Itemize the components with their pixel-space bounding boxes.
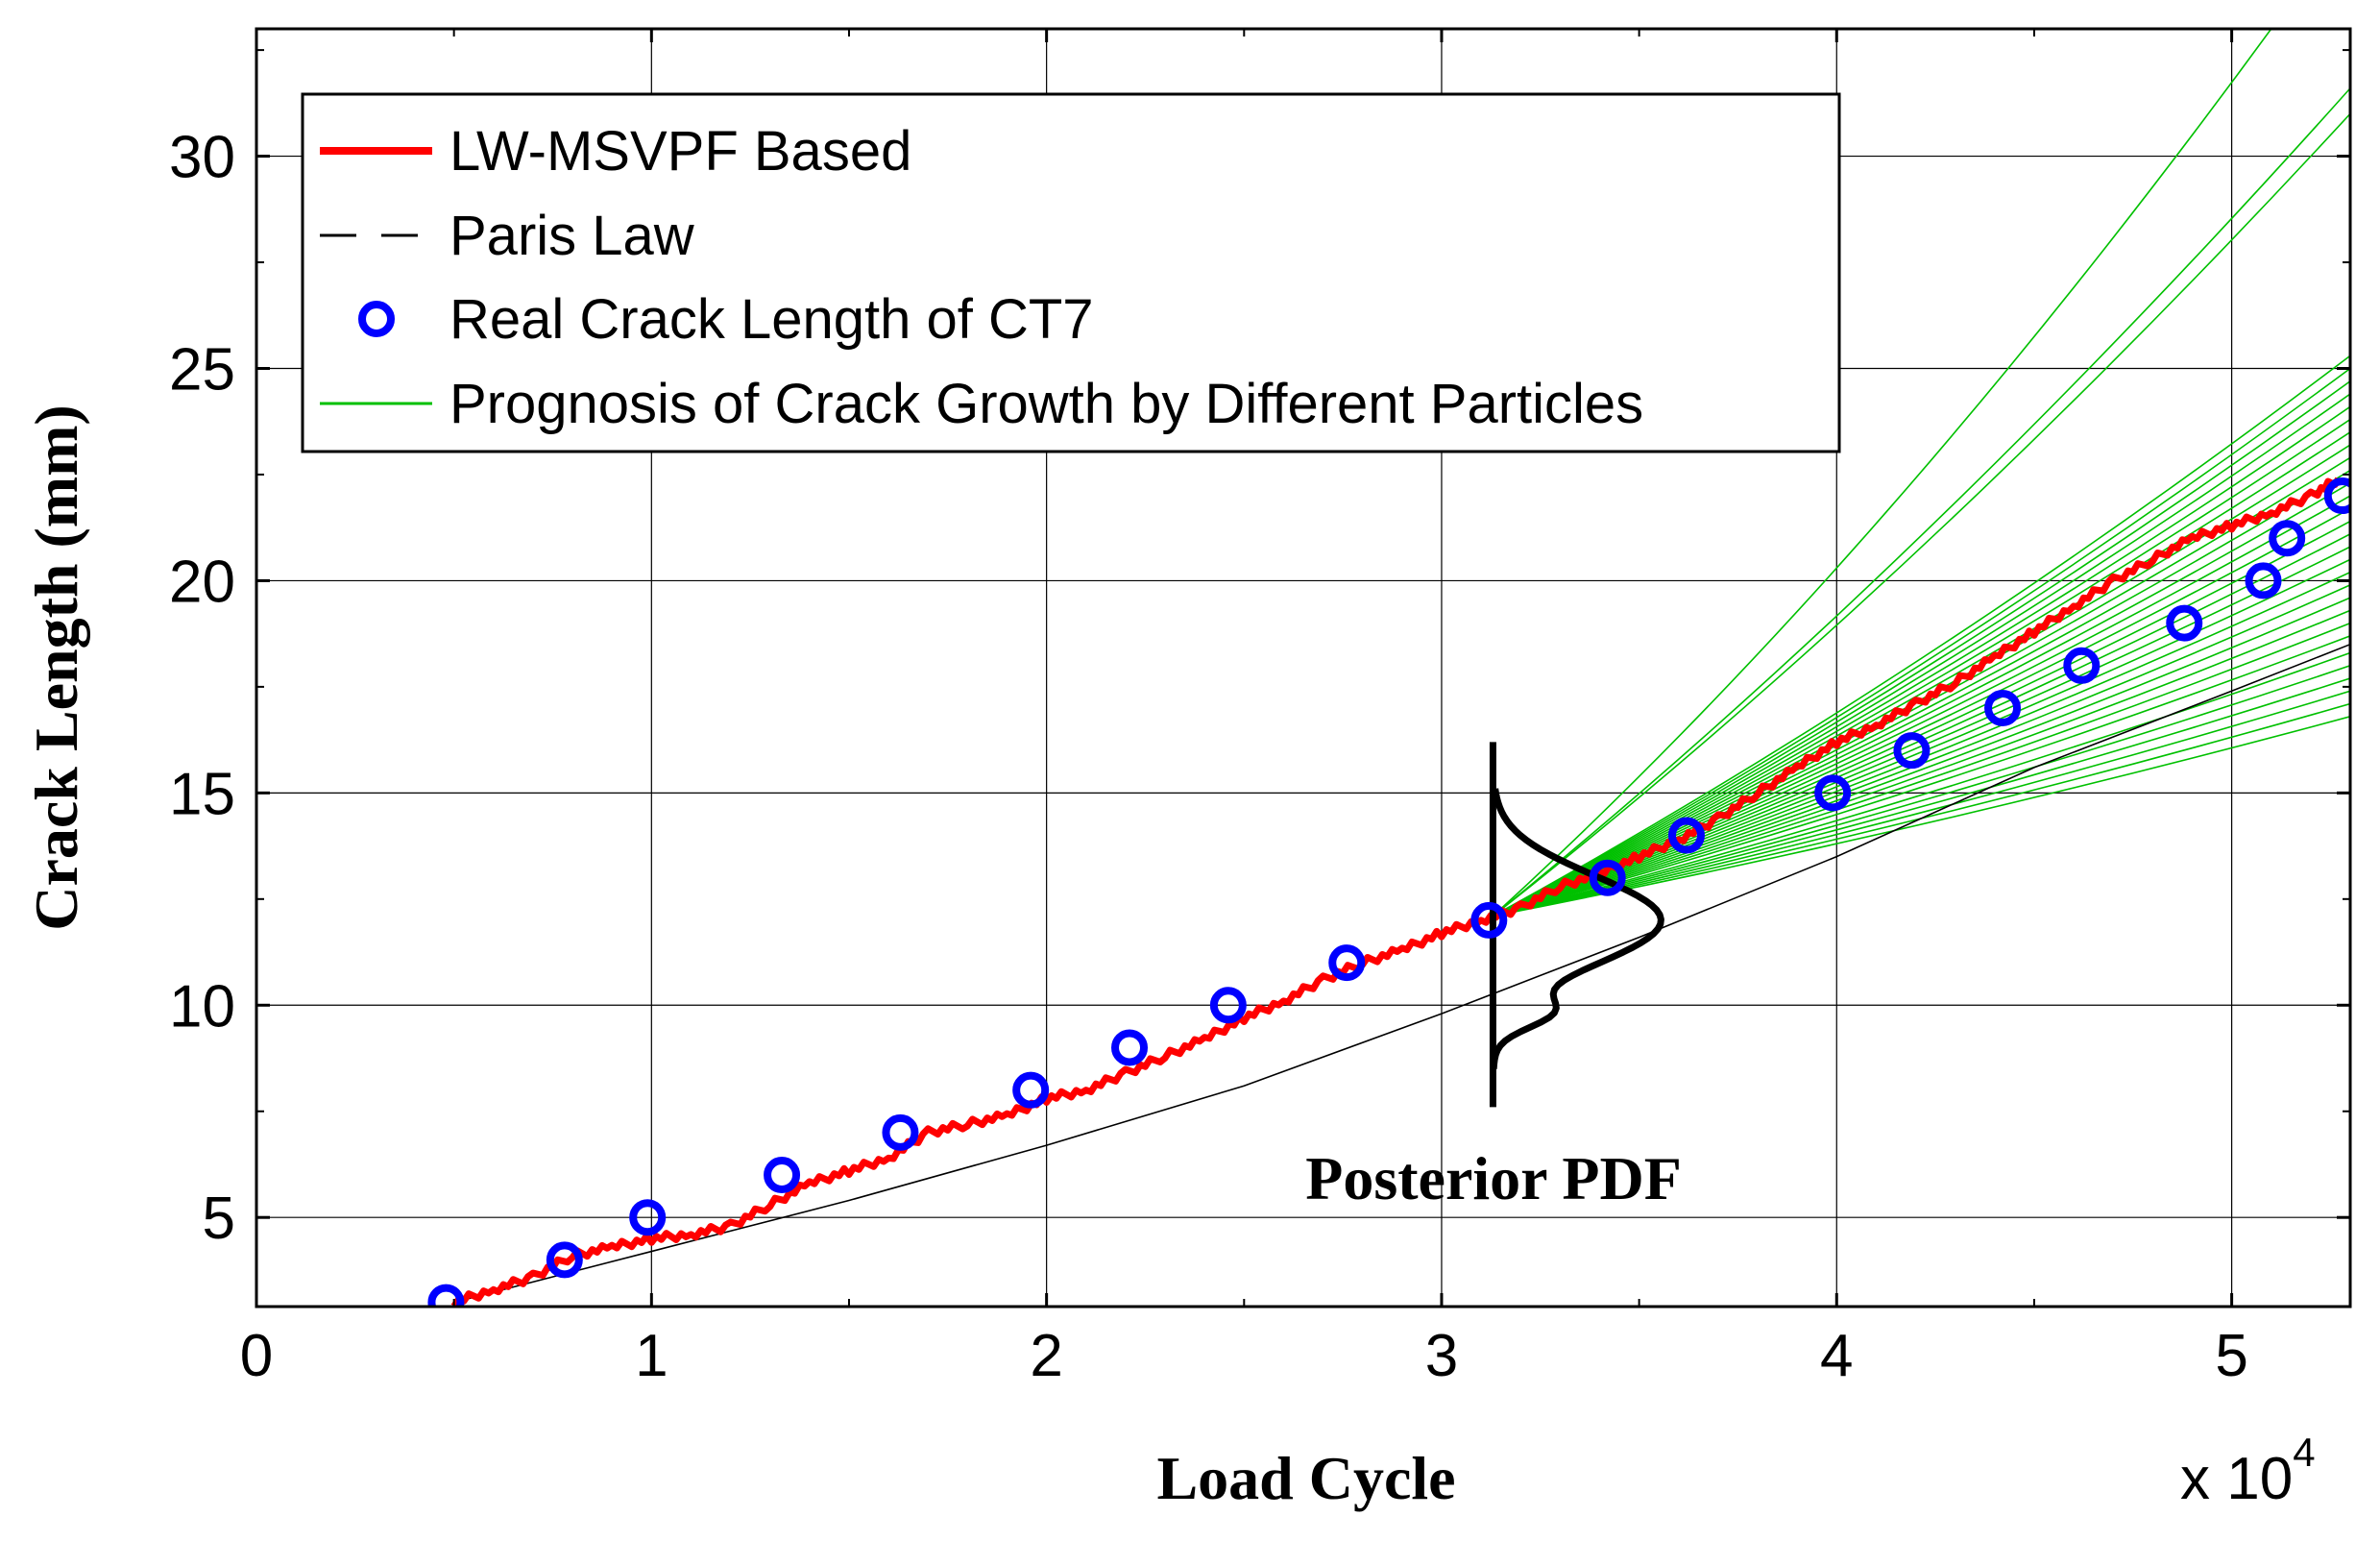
prognosis-line (1492, 29, 2272, 917)
real-crack-point (1111, 1029, 1149, 1066)
real-crack-point (1209, 987, 1247, 1024)
prognosis-line (1493, 635, 2350, 917)
prognosis-line (1493, 355, 2350, 917)
y-tick-label-20: 20 (169, 549, 235, 615)
real-crack-point (427, 1284, 465, 1307)
real-crack-point (882, 1113, 919, 1151)
prognosis-line (1493, 469, 2350, 917)
x-tick-label-2: 2 (1030, 1323, 1062, 1389)
prognosis-line (1493, 393, 2350, 917)
legend-box (301, 92, 1841, 453)
legend-label-lw-msvpf: LW-MSVPF Based (449, 120, 911, 183)
prognosis-line (1493, 609, 2350, 917)
x-tick-label-5: 5 (2215, 1323, 2247, 1389)
prognosis-line (1493, 456, 2350, 917)
x-multiplier: x 104 (2180, 1430, 2316, 1512)
x-multiplier-exponent: 4 (2293, 1430, 2315, 1475)
real-crack-length-series (427, 477, 2350, 1307)
paris-law-series (453, 643, 2350, 1304)
axis-ticks (255, 29, 2350, 1307)
real-crack-point (1893, 732, 1931, 770)
x-axis-title: Load Cycle (1156, 1444, 1455, 1512)
lw-msvpf-series (450, 477, 2342, 1307)
real-crack-point (764, 1157, 801, 1194)
x-multiplier-base: x 10 (2180, 1446, 2293, 1512)
prognosis-line (1492, 87, 2350, 917)
real-crack-point (2269, 520, 2306, 557)
prognosis-line (1493, 482, 2350, 917)
real-crack-point (1814, 774, 1852, 812)
prognosis-line (1493, 418, 2350, 917)
real-crack-point (1012, 1071, 1050, 1109)
y-tick-label-25: 25 (169, 336, 235, 403)
legend-label-prognosis: Prognosis of Crack Growth by Different P… (449, 373, 1643, 435)
real-crack-point (629, 1199, 667, 1236)
real-crack-point (1589, 859, 1626, 896)
posterior-pdf (1489, 742, 1664, 1108)
real-crack-point (2166, 604, 2203, 642)
x-tick-label-0: 0 (240, 1323, 273, 1389)
prognosis-line (1493, 380, 2350, 917)
y-tick-label-10: 10 (169, 973, 235, 1040)
tick-labels: 0 1 2 3 4 5 5 10 15 20 25 30 (169, 125, 2248, 1389)
prognosis-line (1492, 112, 2350, 917)
annotation-posterior-pdf: Posterior PDF (1305, 1144, 1682, 1212)
real-crack-point (1984, 689, 2022, 726)
real-crack-point (546, 1241, 583, 1279)
x-tick-label-3: 3 (1425, 1323, 1458, 1389)
y-axis-title: Crack Length (mm) (22, 404, 90, 930)
y-tick-label-5: 5 (203, 1186, 235, 1252)
real-crack-point (1470, 901, 1508, 939)
lw-msvpf-line (450, 477, 2342, 1307)
real-crack-point (2063, 647, 2101, 684)
prognosis-line (1493, 597, 2350, 917)
x-tick-label-1: 1 (635, 1323, 668, 1389)
prognosis-line (1493, 367, 2350, 917)
pdf-curve (1490, 788, 1664, 1069)
prognosis-line (1493, 405, 2350, 917)
paris-law-line (453, 643, 2350, 1304)
legend: LW-MSVPF Based Paris Law Real Crack Leng… (301, 92, 1841, 453)
legend-label-paris-law: Paris Law (449, 205, 695, 267)
real-crack-point (2323, 477, 2350, 515)
x-tick-label-4: 4 (1820, 1323, 1853, 1389)
y-tick-label-30: 30 (169, 125, 235, 191)
real-crack-point (1667, 817, 1705, 854)
prognosis-line (1493, 431, 2350, 917)
y-tick-label-15: 15 (169, 761, 235, 827)
real-crack-point (2245, 562, 2282, 599)
legend-swatch-real-crack (358, 301, 395, 337)
legend-label-real-crack: Real Crack Length of CT7 (449, 288, 1094, 351)
real-crack-point (1328, 944, 1366, 982)
plot-frame (255, 27, 2352, 1309)
prognosis-line (1493, 622, 2350, 917)
